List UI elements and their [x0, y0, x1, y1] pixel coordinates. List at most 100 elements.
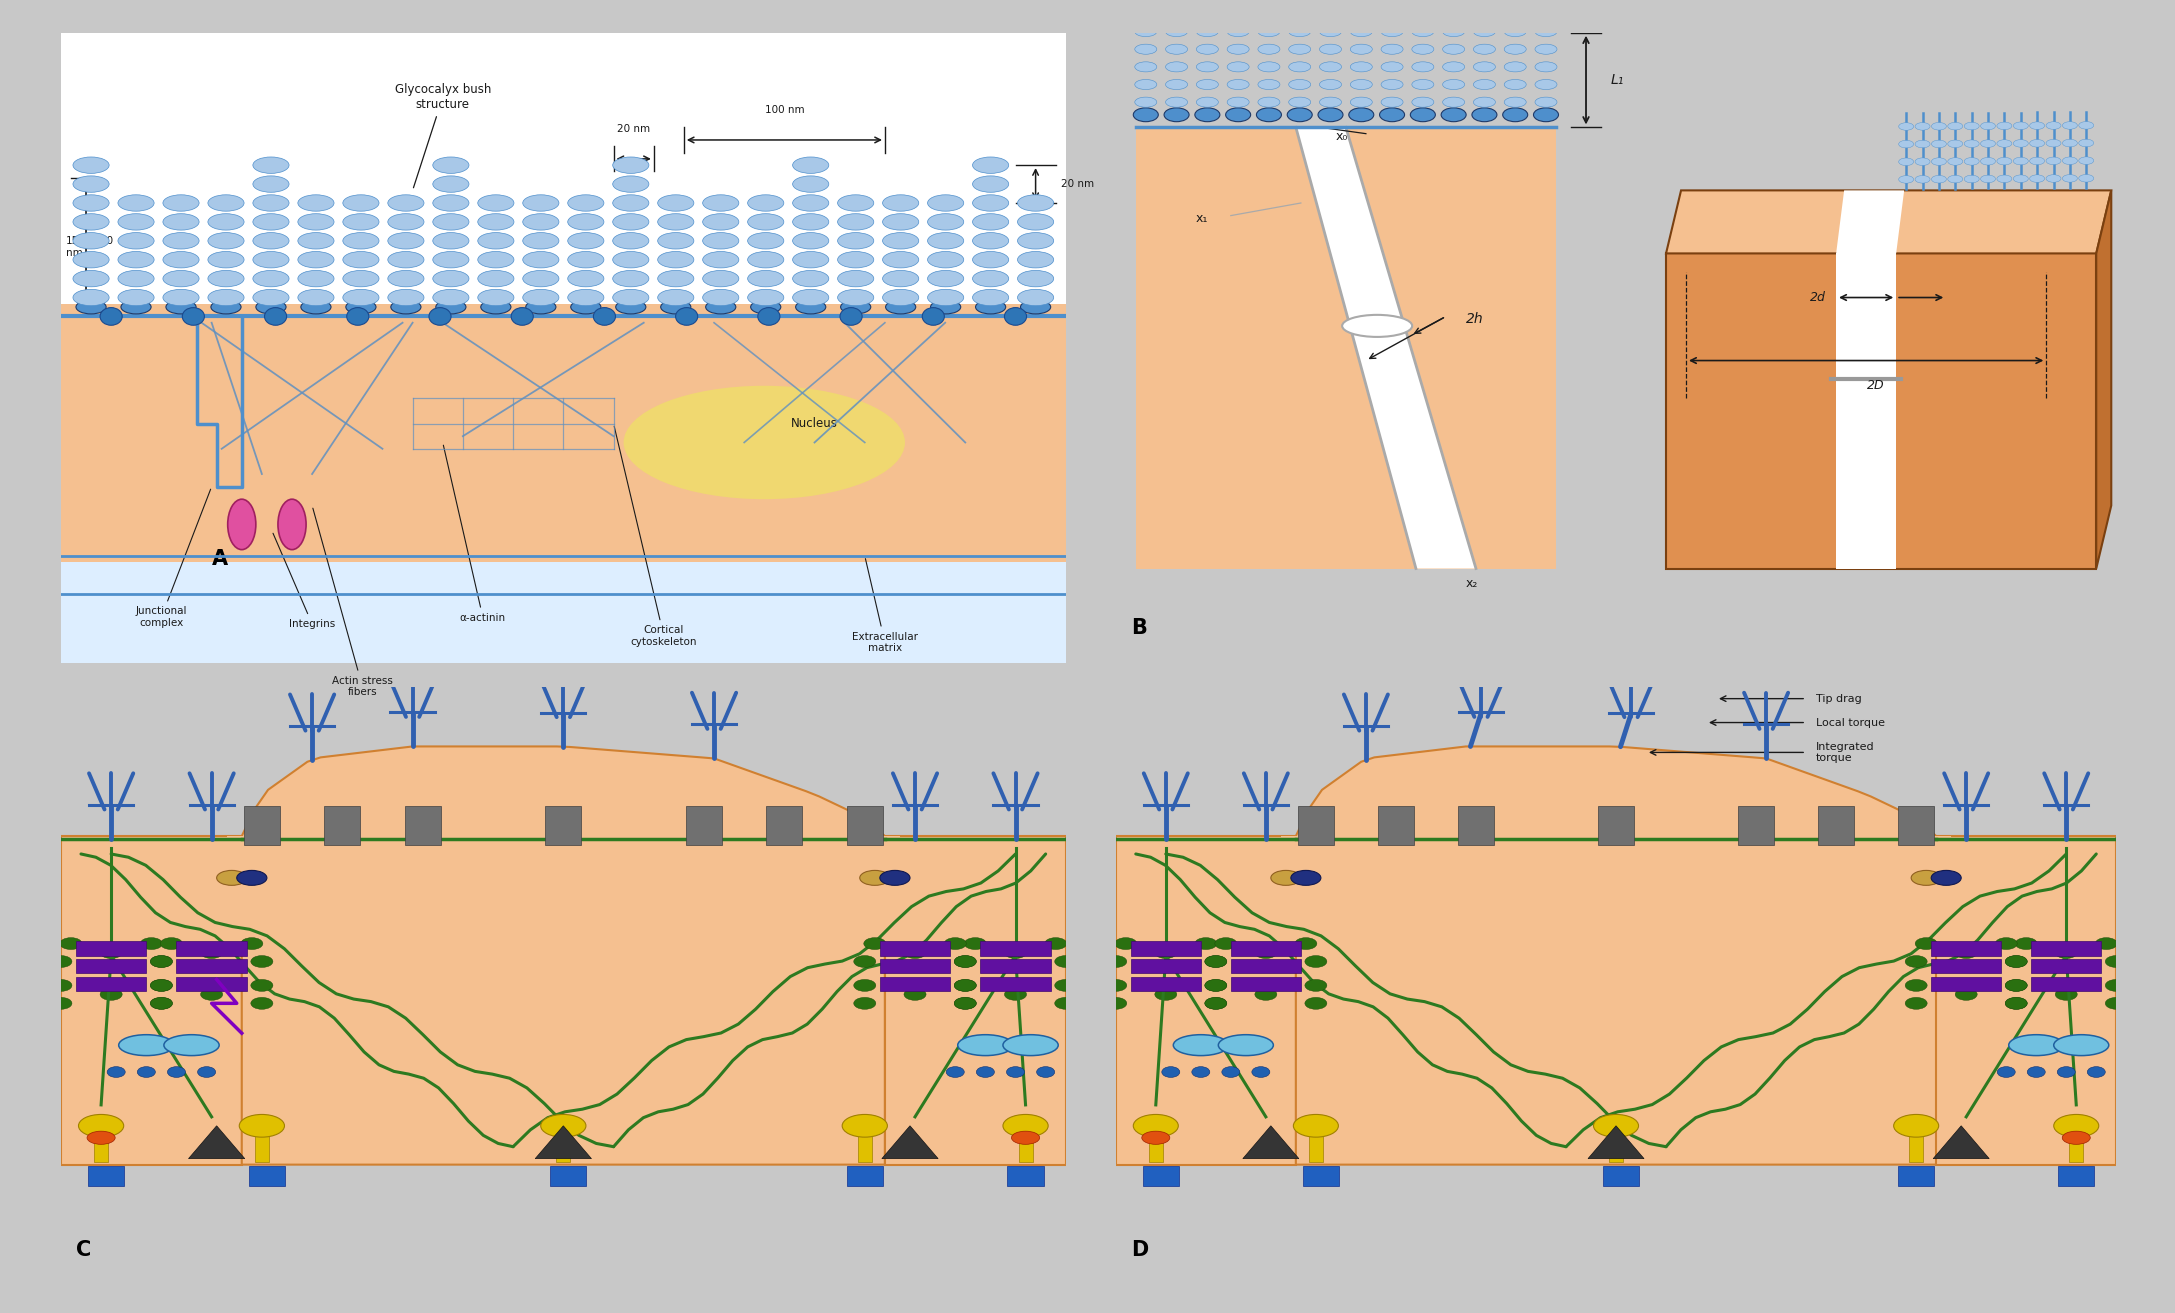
Ellipse shape	[1020, 301, 1051, 314]
Ellipse shape	[1964, 175, 1979, 183]
Ellipse shape	[137, 1066, 154, 1078]
Bar	[61, 562, 1066, 663]
Ellipse shape	[218, 871, 246, 885]
Ellipse shape	[792, 252, 829, 268]
Text: A: A	[211, 549, 228, 569]
Ellipse shape	[1916, 937, 1938, 949]
Ellipse shape	[78, 1115, 124, 1137]
Bar	[1599, 806, 1633, 846]
Ellipse shape	[1442, 62, 1464, 72]
Bar	[1931, 941, 2001, 956]
Ellipse shape	[346, 307, 370, 326]
Bar	[1899, 1166, 1934, 1186]
Ellipse shape	[1227, 62, 1248, 72]
Bar	[550, 1166, 587, 1186]
Ellipse shape	[1205, 998, 1227, 1010]
Ellipse shape	[344, 252, 378, 268]
Ellipse shape	[661, 301, 692, 314]
Bar	[61, 33, 1066, 316]
Ellipse shape	[972, 194, 1009, 211]
Ellipse shape	[613, 176, 648, 192]
Ellipse shape	[1536, 45, 1557, 54]
Ellipse shape	[163, 214, 200, 230]
Ellipse shape	[568, 194, 605, 211]
Ellipse shape	[478, 232, 513, 249]
Ellipse shape	[74, 252, 109, 268]
Ellipse shape	[1290, 80, 1312, 89]
Ellipse shape	[1018, 232, 1053, 249]
Ellipse shape	[1442, 26, 1464, 37]
Text: x₂: x₂	[1466, 578, 1479, 591]
Ellipse shape	[748, 232, 783, 249]
Ellipse shape	[927, 214, 964, 230]
Ellipse shape	[1994, 937, 2016, 949]
Ellipse shape	[252, 176, 289, 192]
Ellipse shape	[1412, 45, 1433, 54]
Ellipse shape	[522, 289, 559, 306]
Ellipse shape	[1166, 26, 1188, 37]
Ellipse shape	[1536, 80, 1557, 89]
Ellipse shape	[1949, 158, 1962, 165]
Ellipse shape	[1270, 871, 1301, 885]
Ellipse shape	[1003, 1115, 1048, 1137]
Ellipse shape	[796, 301, 826, 314]
Text: 20 nm: 20 nm	[1061, 179, 1094, 189]
Ellipse shape	[1412, 97, 1433, 108]
Ellipse shape	[1905, 956, 1927, 968]
Ellipse shape	[139, 937, 163, 949]
Ellipse shape	[2005, 998, 2027, 1010]
Ellipse shape	[1914, 176, 1929, 183]
Ellipse shape	[2062, 158, 2077, 164]
Ellipse shape	[624, 386, 905, 499]
Ellipse shape	[1997, 122, 2012, 130]
Bar	[76, 977, 146, 991]
Ellipse shape	[1253, 1066, 1270, 1078]
Bar	[1910, 1134, 1923, 1162]
Bar	[1007, 1166, 1044, 1186]
Ellipse shape	[657, 232, 694, 249]
Ellipse shape	[1105, 956, 1127, 968]
Ellipse shape	[703, 194, 740, 211]
Bar	[94, 1134, 109, 1162]
Ellipse shape	[344, 289, 378, 306]
Ellipse shape	[1196, 80, 1218, 89]
Ellipse shape	[435, 301, 465, 314]
Ellipse shape	[1914, 140, 1929, 148]
Bar	[1610, 1134, 1623, 1162]
Bar	[870, 836, 900, 956]
Ellipse shape	[905, 947, 927, 958]
Ellipse shape	[387, 194, 424, 211]
Text: Local torque: Local torque	[1816, 717, 1886, 727]
Ellipse shape	[792, 176, 829, 192]
Ellipse shape	[1472, 97, 1496, 108]
Ellipse shape	[2105, 979, 2127, 991]
Ellipse shape	[1257, 108, 1281, 122]
Ellipse shape	[1161, 1066, 1179, 1078]
Ellipse shape	[344, 214, 378, 230]
Ellipse shape	[1018, 194, 1053, 211]
Ellipse shape	[1007, 1066, 1024, 1078]
Ellipse shape	[1192, 1066, 1209, 1078]
Ellipse shape	[433, 289, 470, 306]
Ellipse shape	[2029, 122, 2044, 130]
Ellipse shape	[863, 937, 885, 949]
Ellipse shape	[613, 270, 648, 286]
Ellipse shape	[1257, 80, 1279, 89]
Ellipse shape	[2079, 175, 2095, 183]
Ellipse shape	[428, 307, 450, 326]
Ellipse shape	[1155, 947, 1177, 958]
Bar	[226, 836, 257, 956]
Ellipse shape	[1135, 62, 1157, 72]
Ellipse shape	[2053, 1115, 2099, 1137]
Ellipse shape	[883, 252, 918, 268]
Bar	[1379, 806, 1414, 846]
Ellipse shape	[1290, 62, 1312, 72]
Ellipse shape	[1899, 158, 1914, 165]
Ellipse shape	[522, 232, 559, 249]
Ellipse shape	[163, 1035, 220, 1056]
Ellipse shape	[1505, 26, 1527, 37]
Ellipse shape	[387, 232, 424, 249]
Ellipse shape	[1320, 80, 1342, 89]
Ellipse shape	[964, 937, 987, 949]
Ellipse shape	[1949, 176, 1962, 183]
